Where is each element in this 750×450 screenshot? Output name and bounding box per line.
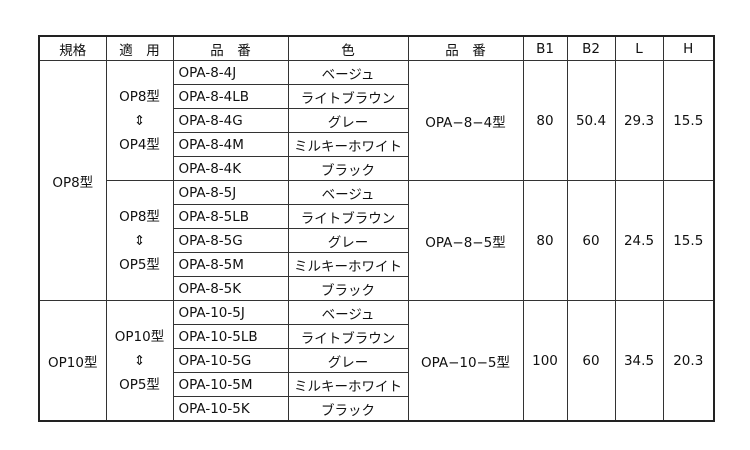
header-cell: 規格 (38, 35, 107, 61)
dim-l-cell: 29.3 (614, 60, 664, 181)
table-row: OPA-8-5G グレー (39, 228, 714, 253)
table-row: OPA-10-5LB ライトブラウン (39, 324, 714, 349)
applies-cell: OP10型 ⇕ OP5型 (105, 300, 174, 422)
applies-cell: OP8型 ⇕ OP5型 (105, 180, 174, 301)
dim-l-cell: 34.5 (614, 300, 664, 422)
color-cell: ブラック (287, 276, 409, 301)
part-number-cell: OPA-10-5J (172, 300, 289, 325)
color-cell: グレー (287, 228, 409, 253)
up-down-arrow-icon: ⇕ (133, 112, 146, 129)
applies-label: OP10型 (114, 328, 165, 345)
applies-cell: OP8型 ⇕ OP4型 (105, 60, 174, 181)
part-number-cell: OPA-8-4J (172, 60, 289, 85)
table-row: OPA-8-5K ブラック (39, 276, 714, 301)
header-cell: H (662, 35, 715, 61)
header-cell: B1 (522, 35, 568, 61)
model-cell: OPA−8−5型 (407, 180, 524, 301)
table-row: OP8型 ⇕ OP5型 OPA-8-5J ベージュ OPA−8−5型 80 60 24.5 15.… (39, 180, 715, 301)
part-number-cell: OPA-10-5K (172, 396, 289, 422)
part-number-cell: OPA-8-5K (172, 276, 289, 301)
color-cell: ベージュ (287, 300, 409, 325)
table-row: OPA-8-4M ミルキーホワイト (39, 132, 714, 157)
part-number-cell: OPA-10-5G (172, 348, 289, 373)
applies-label: OP4型 (119, 136, 160, 153)
table-row: OPA-10-5M ミルキーホワイト (39, 372, 714, 397)
part-number-cell: OPA-8-5LB (172, 204, 289, 229)
color-cell: ブラック (287, 156, 409, 181)
part-number-cell: OPA-10-5LB (172, 324, 289, 349)
color-cell: グレー (287, 348, 409, 373)
table-row: OPA-8-4K ブラック (39, 156, 714, 181)
header-cell: 色 (287, 35, 409, 61)
up-down-arrow-icon: ⇕ (133, 232, 146, 249)
color-cell: グレー (287, 108, 409, 133)
header-cell: B2 (566, 35, 616, 61)
table-row: OP8型 OP8型 ⇕ OP4型 OPA-8-4J ベージュ OPA−8−4型 80 50.4 2… (38, 60, 715, 301)
dim-b1-cell: 100 (522, 300, 568, 422)
dim-b1-cell: 80 (522, 60, 568, 181)
part-number-cell: OPA-8-5M (172, 252, 289, 277)
dim-h-cell: 15.5 (662, 180, 715, 301)
part-number-cell: OPA-8-4M (172, 132, 289, 157)
header-cell: 品 番 (172, 35, 289, 61)
table-row: OPA-10-5K ブラック (39, 396, 714, 422)
table-row: OPA-8-4G グレー (39, 108, 714, 133)
color-cell: ライトブラウン (287, 324, 409, 349)
part-number-cell: OPA-8-4K (172, 156, 289, 181)
color-cell: ライトブラウン (287, 84, 409, 109)
table-row: OPA-10-5G グレー (39, 348, 714, 373)
part-number-cell: OPA-8-5G (172, 228, 289, 253)
part-number-cell: OPA-8-4LB (172, 84, 289, 109)
table-row: OPA-8-5M ミルキーホワイト (39, 252, 714, 277)
up-down-arrow-icon: ⇕ (133, 352, 146, 369)
table-row: OPA-8-4LB ライトブラウン (39, 84, 714, 109)
applies-label: OP5型 (119, 256, 160, 273)
spec-cell: OP10型 (38, 300, 107, 422)
applies-label: OP8型 (119, 208, 160, 225)
color-cell: ブラック (287, 396, 409, 422)
header-cell: 適 用 (105, 35, 174, 61)
applies-label: OP5型 (119, 376, 160, 393)
color-cell: ベージュ (287, 180, 409, 205)
part-number-cell: OPA-10-5M (172, 372, 289, 397)
spec-table: 規格適 用品 番色品 番 B1 B2 L H OP8型 OP8型 ⇕ OP4型 OPA-8-4J… (38, 35, 715, 422)
dim-h-cell: 20.3 (662, 300, 715, 422)
part-number-cell: OPA-8-4G (172, 108, 289, 133)
color-cell: ミルキーホワイト (287, 372, 409, 397)
color-cell: ミルキーホワイト (287, 132, 409, 157)
dim-b2-cell: 60 (566, 180, 616, 301)
part-number-cell: OPA-8-5J (172, 180, 289, 205)
table-row: OPA-8-5LB ライトブラウン (39, 204, 714, 229)
model-cell: OPA−8−4型 (407, 60, 524, 181)
color-cell: ライトブラウン (287, 204, 409, 229)
dim-b2-cell: 60 (566, 300, 616, 422)
dim-b2-cell: 50.4 (566, 60, 616, 181)
applies-label: OP8型 (119, 88, 160, 105)
model-cell: OPA−10−5型 (407, 300, 524, 422)
dim-h-cell: 15.5 (662, 60, 715, 181)
dim-l-cell: 24.5 (614, 180, 664, 301)
header-cell: 品 番 (407, 35, 524, 61)
color-cell: ベージュ (287, 60, 409, 85)
dim-b1-cell: 80 (522, 180, 568, 301)
header-row: 規格適 用品 番色品 番 B1 B2 L H (38, 35, 715, 61)
spec-cell: OP8型 (38, 60, 107, 301)
color-cell: ミルキーホワイト (287, 252, 409, 277)
table-row: OP10型 OP10型 ⇕ OP5型 OPA-10-5J ベージュ OPA−10−5型 100… (38, 300, 715, 422)
header-cell: L (614, 35, 664, 61)
